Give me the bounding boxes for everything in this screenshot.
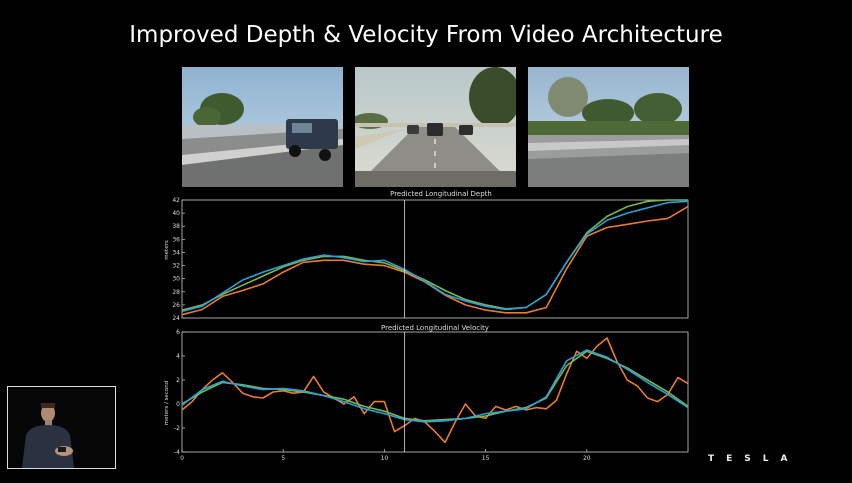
speaker-video-inset	[7, 386, 116, 469]
velocity-xtick-label: 20	[583, 455, 591, 462]
depth-ytick-label: 38	[172, 223, 180, 230]
velocity-series-1-line	[181, 350, 689, 422]
velocity-ytick-label: 0	[176, 401, 180, 408]
velocity-ytick-label: 2	[176, 377, 180, 384]
depth-ytick-label: 28	[172, 289, 180, 296]
depth-ytick-label: 42	[172, 197, 180, 204]
velocity-xtick-label: 15	[482, 455, 490, 462]
depth-ytick-label: 32	[172, 263, 180, 270]
velocity-ytick-label: -2	[174, 425, 180, 432]
velocity-chart: Predicted Longitudinal Velocity meters /…	[150, 321, 700, 471]
depth-ytick-label: 36	[172, 236, 180, 243]
depth-plot-area: 24 26 28 30 32 34 36 38 40 42	[172, 197, 689, 322]
velocity-frame	[181, 331, 689, 453]
slide-title: Improved Depth & Velocity From Video Arc…	[129, 22, 723, 48]
depth-frame	[181, 199, 689, 319]
front-camera-view	[355, 67, 516, 187]
velocity-ytick-label: -4	[174, 449, 180, 456]
depth-series-1-line	[181, 199, 688, 311]
depth-ytick-label: 24	[172, 315, 180, 322]
right-camera-view	[528, 67, 689, 187]
depth-ytick-label: 40	[172, 210, 180, 217]
depth-series-0-line	[181, 205, 689, 316]
velocity-series-0-line	[181, 337, 689, 444]
velocity-ytick-label: 4	[176, 353, 180, 360]
velocity-series-2-line	[181, 349, 689, 423]
velocity-ytick-label: 6	[176, 329, 180, 336]
velocity-chart-title: Predicted Longitudinal Velocity	[381, 324, 489, 332]
depth-chart: Predicted Longitudinal Depth meters 24 26…	[150, 186, 700, 322]
tesla-logo: TESLA	[708, 454, 800, 464]
velocity-plot-area: -4 -2 0 2 4 6 0 5 10 15 20	[174, 329, 689, 462]
depth-chart-title: Predicted Longitudinal Depth	[390, 190, 492, 198]
depth-chart-ylabel: meters	[164, 240, 170, 260]
velocity-chart-ylabel: meters / second	[164, 381, 170, 425]
depth-ytick-label: 30	[172, 276, 180, 283]
velocity-xtick-label: 10	[381, 455, 389, 462]
velocity-xtick-label: 0	[180, 455, 184, 462]
left-camera-view	[182, 67, 343, 187]
depth-ytick-label: 34	[172, 249, 180, 256]
depth-series-2-line	[181, 200, 689, 313]
depth-ytick-label: 26	[172, 302, 180, 309]
velocity-xtick-label: 5	[281, 455, 285, 462]
